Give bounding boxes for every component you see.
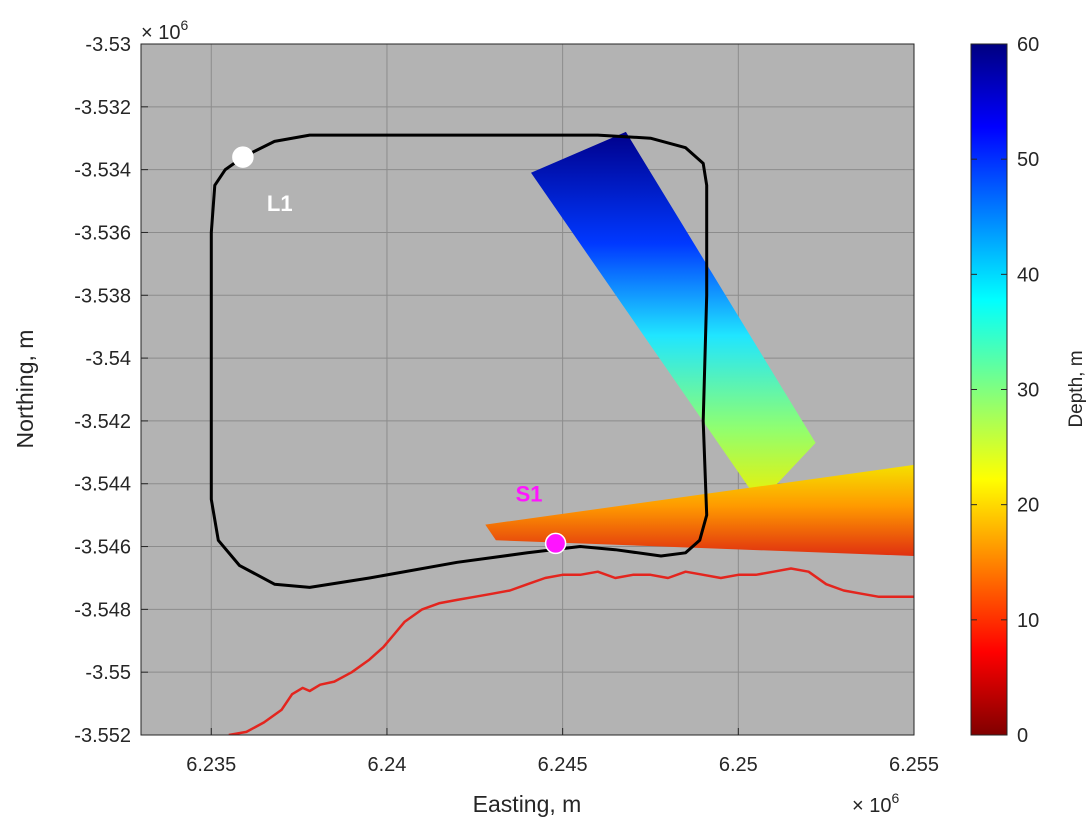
- colorbar-tick-label: 40: [1017, 264, 1039, 286]
- coastline-line: [228, 567, 914, 735]
- colorbar-tick-label: 10: [1017, 610, 1039, 632]
- y-axis-label: Northing, m: [12, 330, 38, 449]
- x-axis-label: Easting, m: [473, 791, 582, 817]
- x-tick-label: 6.235: [186, 754, 236, 776]
- y-tick-label: -3.544: [74, 474, 131, 496]
- y-tick-label: -3.532: [74, 97, 131, 119]
- track-lines: [209, 133, 914, 735]
- y-tick-label: -3.54: [85, 348, 131, 370]
- track-loop-line: [209, 133, 709, 589]
- y-tick-label: -3.534: [74, 160, 131, 182]
- y-tick-label: -3.538: [74, 285, 131, 307]
- x-tick-label: 6.25: [719, 754, 758, 776]
- x-tick-label: 6.245: [538, 754, 588, 776]
- colorbar-tick-label: 50: [1017, 149, 1039, 171]
- colorbar-ticks: 0 10 20 30 40 50 60: [971, 34, 1039, 747]
- y-tick-label: -3.548: [74, 599, 131, 621]
- y-tick-label: -3.53: [85, 34, 131, 56]
- y-tick-label: -3.542: [74, 411, 131, 433]
- colorbar-tick-label: 60: [1017, 34, 1039, 56]
- axes-box: [140, 43, 915, 736]
- y-tick-label: -3.55: [85, 662, 131, 684]
- colorbar-tick-label: 0: [1017, 725, 1028, 747]
- x-tick-label: 6.255: [889, 754, 939, 776]
- markers: L1 S1: [232, 146, 567, 555]
- x-axis-ticks: 6.235 6.24 6.245 6.25 6.255: [186, 728, 939, 776]
- marker-label: L1: [267, 191, 293, 216]
- colorbar-tick-label: 30: [1017, 380, 1039, 402]
- marker-point: [544, 532, 567, 555]
- y-tick-label: -3.546: [74, 537, 131, 559]
- y-tick-label: -3.552: [74, 725, 131, 747]
- colorbar-tick-label: 20: [1017, 495, 1039, 517]
- plot-area: [141, 44, 914, 735]
- marker-label: S1: [516, 481, 543, 506]
- depth-swaths: [485, 131, 914, 556]
- depth-swath: [531, 131, 816, 503]
- colorbar-label: Depth, m: [1066, 350, 1087, 427]
- x-exponent-label: × 106: [852, 790, 899, 817]
- marker-point: [232, 146, 254, 168]
- y-axis-ticks: -3.53 -3.532 -3.534 -3.536 -3.538 -3.54 -3.542…: [74, 34, 148, 747]
- y-exponent-label: × 106: [141, 17, 188, 44]
- y-tick-label: -3.536: [74, 222, 131, 244]
- x-tick-label: 6.24: [367, 754, 406, 776]
- depth-swath: [485, 464, 914, 556]
